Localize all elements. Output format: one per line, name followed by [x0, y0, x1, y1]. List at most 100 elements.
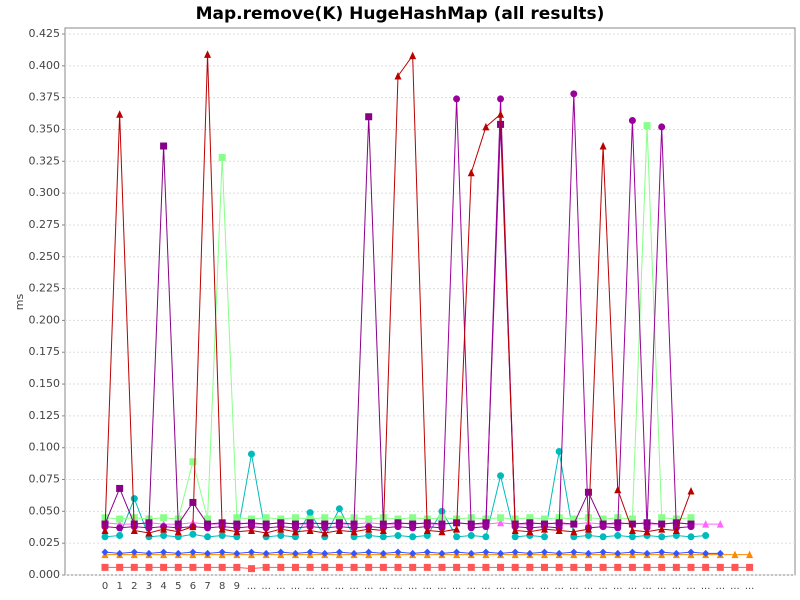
marker	[291, 520, 299, 528]
marker	[204, 515, 212, 523]
x-tick-label: 0	[102, 581, 108, 592]
x-tick-label: ...	[642, 581, 652, 592]
marker	[233, 563, 241, 571]
marker	[584, 488, 592, 496]
marker	[599, 515, 607, 523]
marker	[541, 515, 548, 523]
marker	[379, 526, 387, 534]
marker	[570, 527, 578, 536]
marker	[277, 548, 285, 556]
marker	[409, 533, 417, 541]
marker	[130, 563, 138, 571]
x-tick-label: 8	[219, 581, 225, 592]
chart-title: Map.remove(K) HugeHashMap (all results)	[196, 4, 605, 24]
marker	[438, 563, 446, 571]
marker	[614, 532, 622, 540]
marker	[687, 548, 695, 556]
x-tick-label: ...	[320, 581, 330, 592]
marker	[628, 533, 636, 541]
marker	[482, 563, 490, 571]
marker	[321, 528, 329, 537]
marker	[218, 153, 226, 161]
marker	[365, 563, 373, 571]
marker	[160, 142, 168, 150]
marker	[189, 530, 197, 538]
marker	[306, 515, 314, 523]
marker	[643, 549, 651, 557]
marker	[365, 113, 373, 121]
marker	[453, 563, 461, 571]
marker	[248, 515, 255, 523]
marker	[497, 514, 505, 522]
y-tick-label: 0.125	[29, 409, 61, 422]
x-tick-label: ...	[525, 581, 535, 592]
marker	[570, 90, 578, 98]
marker	[511, 533, 519, 541]
marker	[218, 525, 226, 533]
marker	[145, 519, 153, 527]
marker	[145, 549, 153, 557]
marker	[702, 532, 710, 540]
marker	[116, 484, 124, 492]
marker	[116, 563, 124, 571]
marker	[541, 548, 548, 556]
marker	[262, 549, 270, 557]
marker	[511, 548, 519, 556]
marker	[335, 526, 343, 534]
marker	[746, 563, 754, 571]
marker	[643, 563, 651, 571]
marker	[614, 485, 622, 494]
marker	[541, 563, 548, 571]
marker	[248, 450, 255, 458]
marker	[526, 563, 534, 571]
marker	[394, 519, 402, 527]
marker	[277, 532, 285, 540]
marker	[116, 532, 124, 540]
marker	[277, 515, 285, 523]
marker	[409, 514, 417, 522]
x-tick-label: ...	[437, 581, 447, 592]
x-tick-label: 1	[116, 581, 122, 592]
marker	[379, 533, 387, 541]
x-tick-label: ...	[452, 581, 462, 592]
marker	[409, 549, 417, 557]
x-tick-label: 5	[175, 581, 181, 592]
marker	[204, 520, 212, 528]
marker	[497, 472, 505, 480]
marker	[628, 117, 636, 125]
marker	[350, 563, 358, 571]
x-tick-label: ...	[510, 581, 520, 592]
marker	[116, 549, 124, 557]
x-tick-label: ...	[613, 581, 623, 592]
marker	[189, 458, 197, 466]
x-tick-label: ...	[364, 581, 374, 592]
marker	[658, 548, 666, 556]
marker	[716, 563, 724, 571]
marker	[526, 519, 534, 527]
x-tick-label: ...	[672, 581, 682, 592]
x-tick-label: ...	[554, 581, 564, 592]
x-tick-label: ...	[481, 581, 491, 592]
marker	[291, 514, 299, 522]
marker	[394, 563, 402, 571]
marker	[160, 525, 168, 533]
marker	[453, 95, 461, 103]
marker	[365, 515, 373, 523]
marker	[453, 533, 461, 541]
marker	[262, 528, 270, 537]
marker	[482, 122, 490, 131]
marker	[628, 548, 636, 556]
marker	[658, 525, 666, 533]
marker	[101, 533, 109, 541]
marker	[702, 520, 710, 528]
marker	[335, 519, 343, 527]
y-tick-label: 0.275	[29, 218, 61, 231]
marker	[116, 515, 124, 523]
marker	[658, 533, 666, 541]
x-tick-label: ...	[569, 581, 579, 592]
marker	[248, 565, 255, 573]
marker	[174, 520, 182, 528]
x-tick-label: ...	[423, 581, 433, 592]
marker	[511, 563, 519, 571]
x-tick-label: 4	[160, 581, 166, 592]
